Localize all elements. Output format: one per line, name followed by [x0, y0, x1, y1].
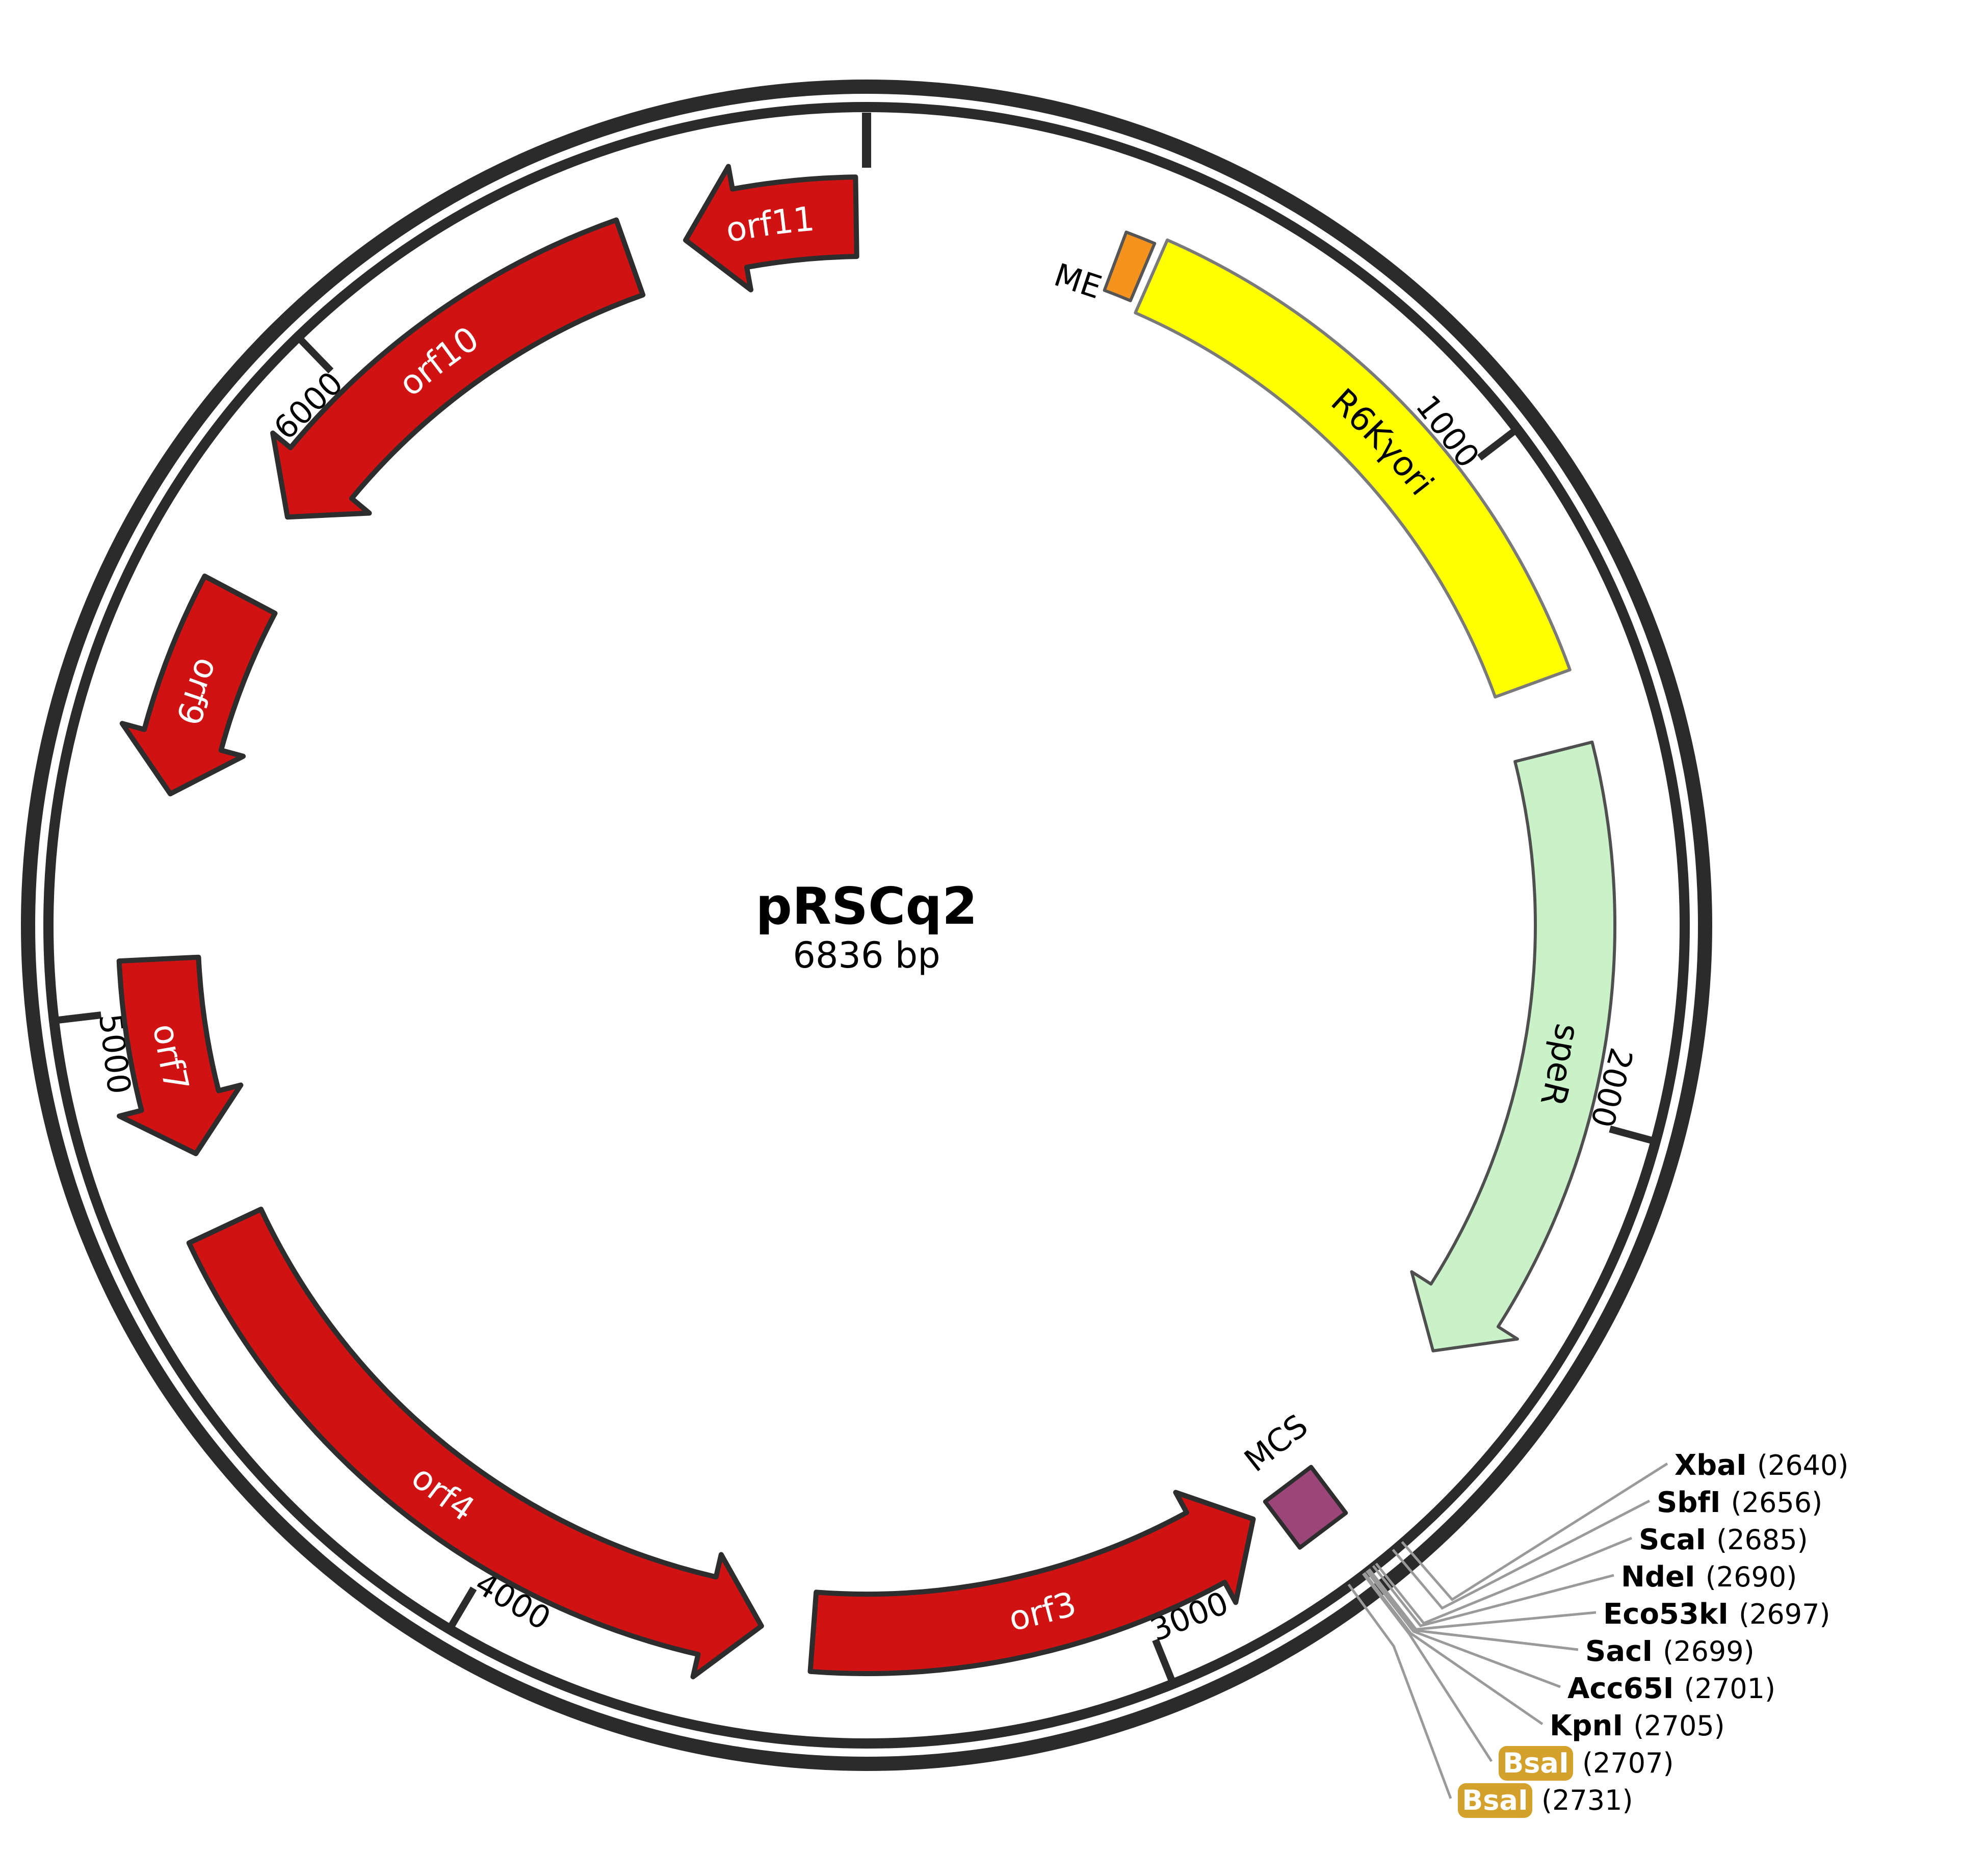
- enzyme-name: Eco53kI: [1603, 1598, 1729, 1631]
- leader-line: [1372, 1565, 1614, 1628]
- enzyme-site: (2699): [1663, 1635, 1755, 1667]
- enzyme-site: (2697): [1739, 1598, 1830, 1630]
- enzyme-site: (2685): [1716, 1524, 1808, 1556]
- leader-line: [1347, 1583, 1452, 1799]
- position-tick: [298, 337, 334, 374]
- restriction-site-BsaI-2707: BsaI (2707): [1499, 1746, 1674, 1781]
- enzyme-site: (2707): [1582, 1747, 1674, 1779]
- mcs-marker: [1263, 1465, 1348, 1550]
- restriction-site-SacI-2699: SacI (2699): [1585, 1635, 1755, 1668]
- feature-shape: [807, 1490, 1256, 1676]
- plasmid-length: 6836 bp: [793, 934, 940, 976]
- feature-orf4: orf4: [186, 1207, 764, 1680]
- mcs-label: MCS: [1237, 1407, 1315, 1479]
- leader-line: [1375, 1536, 1632, 1625]
- restriction-site-Acc65I-2701: Acc65I (2701): [1567, 1672, 1775, 1705]
- feature-shape: [1410, 740, 1616, 1352]
- feature-orf7: orf7: [116, 954, 244, 1156]
- enzyme-site: (2731): [1541, 1784, 1633, 1816]
- plasmid-backbone-inner-ring: [43, 102, 1690, 1749]
- feature-speR: speR: [1410, 740, 1616, 1352]
- leader-line: [1367, 1569, 1579, 1651]
- enzyme-name: SacI: [1585, 1635, 1653, 1668]
- feature-shape: [1134, 238, 1572, 699]
- enzyme-name: ScaI: [1639, 1523, 1706, 1556]
- position-tick: [58, 1011, 102, 1024]
- feature-orf3: orf3: [807, 1490, 1256, 1676]
- enzyme-name: NdeI: [1621, 1560, 1695, 1594]
- enzyme-name: KpnI: [1550, 1709, 1623, 1742]
- enzyme-badge: [1458, 1783, 1532, 1818]
- enzyme-site: (2705): [1633, 1710, 1725, 1742]
- restriction-site-BsaI-2731: BsaI (2731): [1458, 1783, 1633, 1818]
- restriction-site-XbaI-2640: XbaI (2640): [1675, 1449, 1848, 1482]
- feature-shape: [119, 574, 278, 797]
- enzyme-name: XbaI: [1675, 1449, 1747, 1482]
- feature-orf10: orf10: [270, 217, 646, 520]
- restriction-site-NdeI-2690: NdeI (2690): [1621, 1560, 1797, 1594]
- plasmid-title: pRSCq2: [755, 876, 977, 936]
- restriction-site-ScaI-2685: ScaI (2685): [1639, 1523, 1808, 1556]
- position-tick: [1152, 1638, 1175, 1681]
- enzyme-label: SacI (2699): [1585, 1635, 1755, 1668]
- enzyme-name: Acc65I: [1567, 1672, 1674, 1705]
- enzyme-label: Eco53kI (2697): [1603, 1598, 1830, 1631]
- enzyme-label: NdeI (2690): [1621, 1560, 1797, 1594]
- enzyme-label: ScaI (2685): [1639, 1523, 1808, 1556]
- restriction-site-KpnI-2705: KpnI (2705): [1550, 1709, 1725, 1742]
- enzyme-site: (2656): [1731, 1487, 1823, 1519]
- restriction-site-SbfI-2656: SbfI (2656): [1657, 1486, 1822, 1519]
- enzyme-name: BsaI: [1462, 1784, 1528, 1816]
- enzyme-label: KpnI (2705): [1550, 1709, 1725, 1742]
- leader-line: [1392, 1499, 1651, 1610]
- position-tick: [1477, 429, 1516, 461]
- enzyme-site: (2640): [1757, 1449, 1849, 1481]
- enzyme-label: XbaI (2640): [1675, 1449, 1848, 1482]
- enzyme-name: SbfI: [1657, 1486, 1721, 1519]
- feature-ME: ME: [1050, 230, 1157, 306]
- leader-line: [1366, 1570, 1561, 1688]
- plasmid-backbone-outer-ring: [21, 80, 1712, 1771]
- feature-shape: [683, 164, 859, 293]
- position-tick: [1609, 1125, 1653, 1144]
- enzyme-badge: [1499, 1746, 1573, 1781]
- restriction-site-Eco53kI-2697: Eco53kI (2697): [1603, 1598, 1830, 1631]
- enzyme-name: BsaI: [1503, 1747, 1569, 1779]
- enzyme-label: Acc65I (2701): [1567, 1672, 1775, 1705]
- feature-shape: [270, 217, 646, 520]
- enzyme-site: (2690): [1706, 1561, 1797, 1593]
- leader-line: [1362, 1573, 1493, 1762]
- enzyme-label: SbfI (2656): [1657, 1486, 1822, 1519]
- feature-label: ME: [1050, 256, 1106, 306]
- leader-line: [1363, 1572, 1544, 1726]
- plasmid-map-generated: 100020003000400050006000MER6KγorispeRorf…: [21, 80, 1848, 1818]
- feature-orf9: orf9: [119, 574, 278, 797]
- feature-shape: [1103, 230, 1157, 302]
- feature-shape: [186, 1207, 764, 1680]
- enzyme-site: (2701): [1684, 1673, 1776, 1705]
- feature-shape: [116, 954, 244, 1156]
- position-tick: [449, 1586, 477, 1627]
- feature-R6Kγori: R6Kγori: [1134, 238, 1572, 699]
- leader-line: [1401, 1462, 1668, 1602]
- feature-orf11: orf11: [683, 164, 859, 293]
